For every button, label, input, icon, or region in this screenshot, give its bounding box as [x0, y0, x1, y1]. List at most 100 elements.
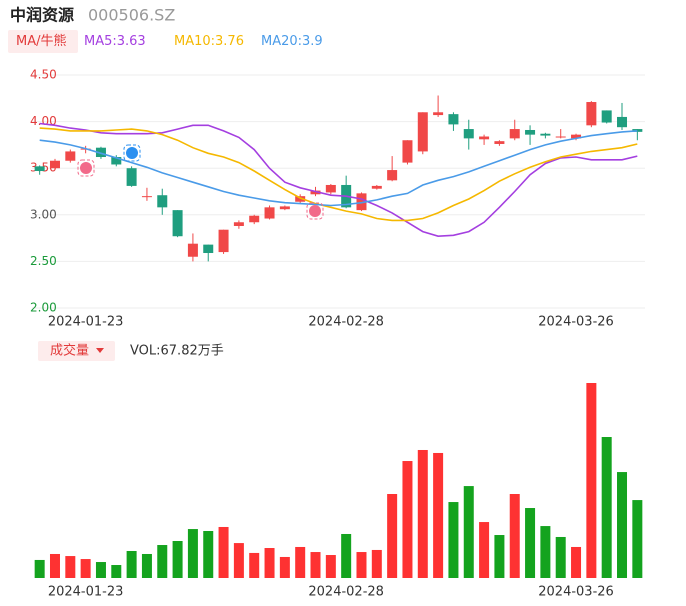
volume-bar — [157, 545, 168, 578]
signal-icon — [306, 202, 324, 220]
x-tick-label: 2024-02-28 — [308, 585, 384, 600]
volume-bar — [371, 549, 382, 578]
candle-body — [402, 140, 413, 163]
volume-bar — [540, 526, 551, 578]
candle-body — [555, 136, 566, 138]
candle-body — [295, 196, 306, 202]
candle-body — [586, 102, 597, 126]
volume-bar — [264, 548, 275, 578]
signal-icon — [123, 144, 141, 162]
stock-name: 中润资源 — [10, 6, 74, 25]
volume-bar — [555, 536, 566, 578]
volume-button-bg[interactable] — [38, 341, 115, 361]
volume-bar — [387, 494, 398, 578]
y-tick-label: 2.50 — [30, 254, 57, 268]
ma-button-bg[interactable] — [8, 30, 78, 53]
candle-body — [494, 141, 505, 144]
volume-bar — [295, 546, 306, 578]
candle-body — [65, 151, 76, 161]
volume-bar — [463, 486, 474, 578]
volume-bar — [310, 552, 321, 578]
y-tick-label: 4.50 — [30, 68, 57, 82]
candle-body — [463, 129, 474, 139]
candle-body — [111, 157, 122, 165]
signal-icon — [77, 159, 95, 177]
candle-body — [279, 206, 290, 210]
volume-bar — [448, 502, 459, 578]
candle-body — [448, 114, 459, 125]
y-tick-label: 4.00 — [30, 114, 57, 128]
signal-icon-dot — [126, 147, 138, 159]
stock-code: 000506.SZ — [88, 6, 175, 25]
volume-bar — [65, 556, 76, 578]
candle-body — [371, 185, 382, 189]
candle-body — [617, 116, 628, 128]
y-tick-label: 2.00 — [30, 301, 57, 315]
volume-bar — [80, 559, 91, 578]
candle-body — [249, 215, 260, 223]
signal-icon-dot — [80, 162, 92, 174]
volume-bar — [509, 494, 520, 578]
candle-body — [264, 207, 275, 219]
candle-body — [509, 129, 520, 139]
volume-bar — [95, 562, 106, 578]
x-tick-label: 2024-02-28 — [308, 315, 384, 330]
candle-body — [49, 160, 60, 169]
candle-body — [356, 193, 367, 211]
volume-bar — [233, 543, 244, 578]
volume-bar — [34, 559, 45, 578]
ma-line — [39, 127, 638, 222]
volume-bar — [341, 533, 352, 578]
candle-body — [141, 196, 152, 198]
volume-bar — [187, 529, 198, 578]
candle-body — [540, 133, 551, 136]
x-tick-label: 2024-01-23 — [48, 585, 124, 600]
volume-bar — [249, 552, 260, 578]
volume-bar — [279, 556, 290, 578]
volume-bar — [571, 546, 582, 578]
volume-button[interactable]: 成交量 — [50, 343, 89, 359]
volume-bar — [49, 553, 60, 578]
candle-body — [203, 244, 214, 254]
volume-bar — [111, 565, 122, 578]
legend-entry: MA10:3.76 — [174, 34, 244, 49]
candle-body — [187, 243, 198, 257]
candle-body — [233, 222, 244, 226]
volume-bar — [632, 500, 643, 578]
volume-bar — [126, 550, 137, 578]
candle-body — [310, 190, 321, 195]
x-tick-label: 2024-03-26 — [538, 585, 614, 600]
candle-body — [218, 229, 229, 253]
y-tick-label: 3.00 — [30, 207, 57, 221]
candle-body — [157, 195, 168, 208]
volume-bar — [203, 531, 214, 578]
candle-body — [325, 184, 336, 193]
ma-button[interactable]: MA/牛熊 — [16, 33, 67, 49]
ma-line — [39, 122, 638, 238]
candle-body — [417, 112, 428, 152]
signal-icon-dot — [309, 205, 321, 217]
volume-bar — [525, 508, 536, 578]
x-tick-label: 2024-01-23 — [48, 315, 124, 330]
dropdown-arrow[interactable] — [96, 348, 104, 353]
candle-body — [479, 136, 490, 140]
legend-entry: MA5:3.63 — [84, 34, 146, 49]
volume-bar — [601, 437, 612, 578]
volume-bar — [617, 472, 628, 578]
candle-body — [571, 134, 582, 139]
volume-bar — [356, 552, 367, 578]
x-tick-label: 2024-03-26 — [538, 315, 614, 330]
volume-bar — [172, 540, 183, 578]
volume-label: VOL:67.82万手 — [130, 344, 224, 359]
volume-bar — [218, 526, 229, 578]
volume-bar — [586, 383, 597, 578]
candle-body — [34, 166, 45, 171]
volume-bar — [479, 522, 490, 578]
ma-line — [39, 130, 638, 207]
volume-bar — [402, 461, 413, 578]
candle-body — [387, 170, 398, 181]
volume-bar — [325, 555, 336, 578]
volume-bar — [141, 553, 152, 578]
volume-bar — [417, 449, 428, 578]
